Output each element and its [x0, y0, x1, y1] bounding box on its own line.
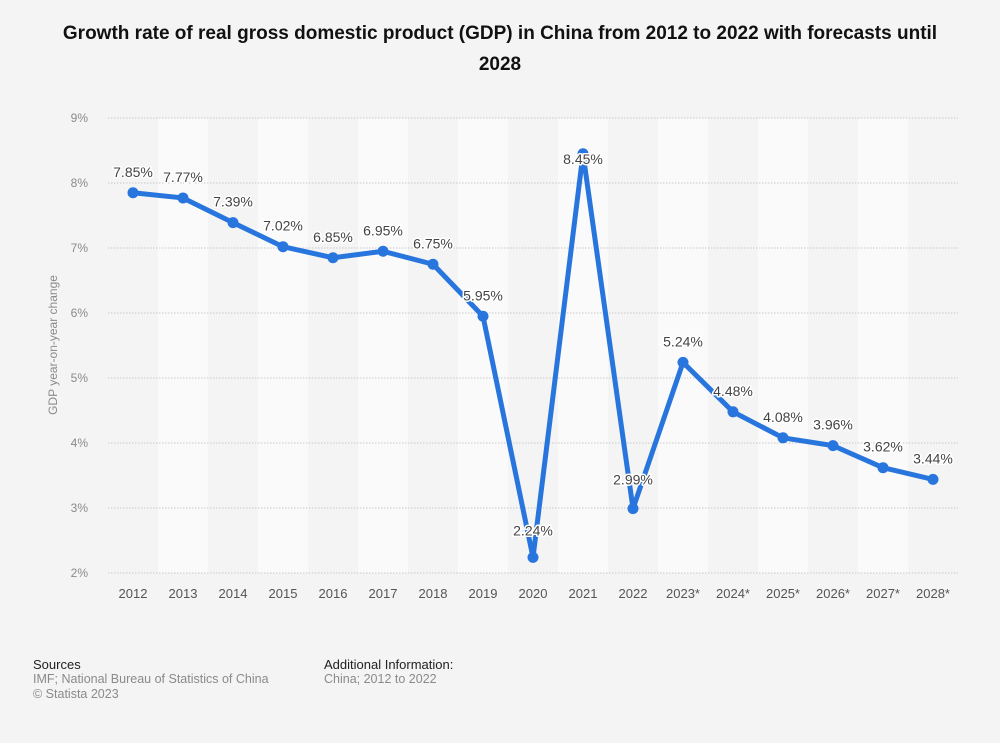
copyright-text: © Statista 2023 — [33, 687, 119, 701]
chart-title: Growth rate of real gross domestic produ… — [62, 23, 938, 75]
column-band — [208, 118, 258, 573]
column-band — [108, 118, 158, 573]
data-point[interactable] — [227, 217, 239, 229]
y-tick-label: 7% — [71, 241, 89, 255]
data-point[interactable] — [527, 551, 539, 563]
data-point[interactable] — [577, 148, 589, 160]
data-label: 2.99% — [613, 472, 653, 488]
data-point[interactable] — [827, 440, 839, 452]
column-band — [808, 118, 858, 573]
data-point[interactable] — [177, 192, 189, 204]
column-band — [158, 118, 208, 573]
x-tick-label: 2025* — [766, 586, 800, 601]
column-band — [308, 118, 358, 573]
additional-info-heading: Additional Information: — [324, 657, 454, 672]
column-band — [408, 118, 458, 573]
x-axis-ticks: 2012 2013 2014 2015 2016 2017 2018 2019 2020 2021… — [119, 586, 950, 601]
data-point[interactable] — [477, 310, 489, 322]
data-label: 6.85% — [313, 229, 353, 245]
data-label: 5.95% — [463, 287, 503, 303]
data-label: 3.96% — [813, 417, 853, 433]
line-chart: 2%3%4%5%6%7%8%9% 2012 2013 2014 2015 2016 201… — [46, 111, 958, 601]
x-tick-label: 2018 — [419, 586, 448, 601]
column-band — [658, 118, 708, 573]
sources-text: IMF; National Bureau of Statistics of Ch… — [33, 672, 269, 686]
column-band — [708, 118, 758, 573]
x-tick-label: 2019 — [469, 586, 498, 601]
data-label: 7.02% — [263, 218, 303, 234]
additional-info-block: Additional Information: China; 2012 to 2… — [324, 657, 453, 687]
data-label: 7.85% — [113, 164, 153, 180]
y-tick-label: 9% — [71, 111, 89, 125]
data-point[interactable] — [627, 503, 639, 515]
column-band — [558, 118, 608, 573]
data-point[interactable] — [427, 258, 439, 270]
data-point[interactable] — [727, 406, 739, 418]
data-label: 6.75% — [413, 235, 453, 251]
y-tick-label: 8% — [71, 176, 89, 190]
sources-heading: Sources — [33, 657, 81, 672]
sources-block: Sources IMF; National Bureau of Statisti… — [33, 657, 269, 702]
y-tick-label: 4% — [71, 436, 89, 450]
data-point[interactable] — [277, 241, 289, 253]
data-point[interactable] — [777, 432, 789, 444]
data-label: 3.62% — [863, 439, 903, 455]
data-point[interactable] — [927, 473, 939, 485]
column-band — [858, 118, 908, 573]
x-tick-label: 2012 — [119, 586, 148, 601]
data-point[interactable] — [377, 245, 389, 257]
data-label: 5.24% — [663, 333, 703, 349]
data-label: 6.95% — [363, 222, 403, 238]
column-band — [358, 118, 408, 573]
x-tick-label: 2022 — [619, 586, 648, 601]
data-labels: 7.85% 7.77% 7.39% 7.02% 6.85% 6.95% 6.75% 5.95%… — [112, 149, 955, 540]
data-label: 7.39% — [213, 194, 253, 210]
data-label: 2.24% — [513, 522, 553, 538]
data-label: 4.48% — [713, 383, 753, 399]
x-tick-label: 2026* — [816, 586, 850, 601]
y-tick-label: 3% — [71, 501, 89, 515]
data-label: 3.44% — [913, 450, 953, 466]
y-tick-label: 6% — [71, 306, 89, 320]
x-tick-label: 2020 — [519, 586, 548, 601]
column-bands — [108, 118, 958, 573]
x-tick-label: 2014 — [219, 586, 248, 601]
x-tick-label: 2024* — [716, 586, 750, 601]
column-band — [258, 118, 308, 573]
x-tick-label: 2017 — [369, 586, 398, 601]
column-band — [758, 118, 808, 573]
additional-info-text: China; 2012 to 2022 — [324, 672, 437, 686]
data-label: 8.45% — [563, 151, 603, 167]
y-axis-label: GDP year-on-year change — [46, 275, 60, 415]
column-band — [458, 118, 508, 573]
data-point[interactable] — [677, 356, 689, 368]
y-tick-label: 2% — [71, 566, 89, 580]
data-label: 7.77% — [163, 169, 203, 185]
data-label: 4.08% — [763, 409, 803, 425]
data-point[interactable] — [327, 252, 339, 264]
data-point[interactable] — [127, 187, 139, 199]
x-tick-label: 2016 — [319, 586, 348, 601]
x-tick-label: 2021 — [569, 586, 598, 601]
x-tick-label: 2013 — [169, 586, 198, 601]
series-line — [127, 148, 939, 563]
x-tick-label: 2027* — [866, 586, 900, 601]
y-tick-label: 5% — [71, 371, 89, 385]
data-point[interactable] — [877, 462, 889, 474]
column-band — [508, 118, 558, 573]
x-tick-label: 2023* — [666, 586, 700, 601]
y-axis-ticks: 2% 3% 4% 5% 6% 7% 8% 9% — [71, 111, 89, 580]
column-band — [908, 118, 958, 573]
x-tick-label: 2015 — [269, 586, 298, 601]
x-tick-label: 2028* — [916, 586, 950, 601]
